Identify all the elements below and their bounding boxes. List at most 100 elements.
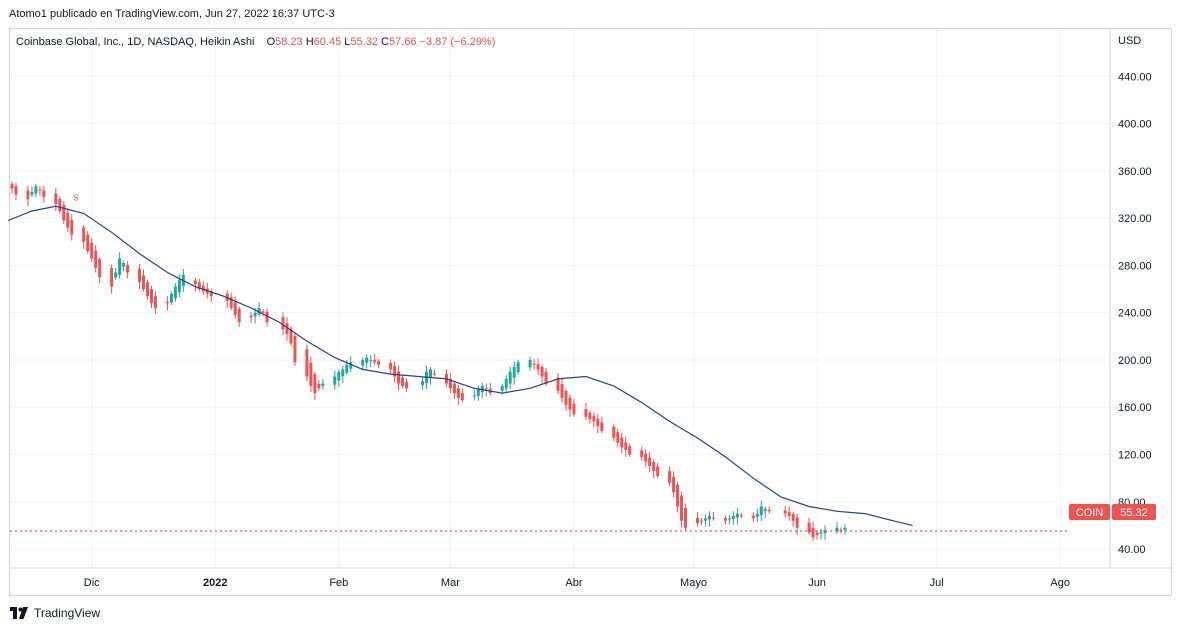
- candle-body: [699, 520, 703, 522]
- candle-body: [596, 418, 600, 427]
- candle-body: [628, 446, 632, 455]
- legend-low-value: 55.32: [350, 36, 378, 48]
- candle-body: [397, 371, 401, 384]
- y-tick-label: 200.00: [1118, 355, 1152, 367]
- candle-body: [460, 393, 464, 401]
- candle-body: [823, 530, 827, 534]
- candle-body: [755, 513, 759, 518]
- candle-body: [193, 280, 197, 285]
- candle-body: [759, 506, 763, 516]
- candle-body: [616, 432, 620, 443]
- candle-body: [696, 517, 699, 524]
- footer-brand[interactable]: TradingView: [10, 606, 100, 620]
- candle-body: [676, 484, 680, 507]
- candle-body: [146, 282, 149, 297]
- candle-body: [401, 377, 405, 386]
- ticker-badge: COIN: [1069, 504, 1110, 520]
- candle-body: [612, 426, 616, 438]
- candle-body: [819, 532, 823, 534]
- tradingview-logo-icon: [10, 607, 28, 619]
- candle-body: [169, 293, 173, 303]
- candle-body: [321, 383, 325, 387]
- candle-body: [377, 361, 381, 365]
- candle-body: [90, 242, 94, 259]
- candle-body: [369, 359, 373, 361]
- candle-body: [620, 437, 624, 448]
- candle-body: [815, 532, 819, 535]
- candle-body: [313, 374, 317, 394]
- last-price-badge-label: 55.32: [1120, 507, 1148, 519]
- candle-body: [787, 512, 791, 516]
- last-price-badge: 55.32: [1112, 504, 1156, 520]
- candle-body: [209, 291, 213, 297]
- candle-body: [795, 517, 799, 528]
- candle-body: [648, 457, 652, 467]
- candle-body: [58, 198, 62, 212]
- candle-body: [261, 311, 265, 313]
- candle-body: [421, 381, 424, 386]
- candle-body: [389, 362, 393, 370]
- price-axis[interactable]: USD 40.0080.00120.00160.00200.00240.0028…: [1118, 35, 1152, 556]
- candle-body: [588, 412, 592, 420]
- y-tick-label: 400.00: [1118, 119, 1152, 131]
- candle-body: [556, 377, 560, 391]
- x-tick-label: Mar: [441, 577, 460, 589]
- candle-body: [731, 515, 735, 519]
- y-tick-label: 440.00: [1118, 71, 1152, 83]
- candle-body: [516, 362, 520, 373]
- candle-body: [333, 376, 337, 385]
- candle-body: [66, 212, 70, 228]
- candle-body: [476, 388, 480, 397]
- annotation-label: S: [73, 193, 78, 202]
- candle-body: [337, 371, 341, 381]
- y-tick-label: 360.00: [1118, 166, 1152, 178]
- candle-body: [560, 384, 564, 398]
- candle-body: [289, 328, 293, 344]
- candle-body: [26, 190, 30, 200]
- candle-body: [707, 515, 711, 520]
- candle-body: [345, 364, 349, 373]
- x-tick-label: Feb: [329, 577, 348, 589]
- candle-body: [257, 307, 261, 315]
- candle-body: [94, 250, 98, 268]
- candle-body: [532, 363, 536, 365]
- time-axis[interactable]: Dic 2022 Feb Mar Abr Mayo Jun Jul Ago: [84, 577, 1070, 589]
- candle-body: [14, 186, 18, 195]
- candle-body: [305, 349, 309, 377]
- candle-body: [512, 367, 516, 378]
- candle-body: [640, 450, 644, 457]
- candle-body: [229, 297, 233, 308]
- candle-body: [528, 359, 532, 368]
- annotations: S: [73, 193, 78, 202]
- legend-open-value: 58.23: [275, 36, 303, 48]
- legend-symbol: Coinbase Global, Inc., 1D, NASDAQ, Heiki…: [16, 36, 255, 48]
- candle-body: [177, 279, 181, 293]
- candle-body: [122, 263, 126, 267]
- x-tick-label: Dic: [84, 577, 100, 589]
- candle-body: [285, 323, 289, 334]
- candle-body: [652, 461, 656, 472]
- candle-body: [173, 286, 177, 299]
- candle-body: [265, 311, 269, 323]
- legend-change: −3.87 (−6.29%): [419, 36, 496, 48]
- candle-body: [153, 296, 157, 308]
- candle-body: [393, 366, 397, 377]
- candle-body: [568, 397, 572, 410]
- candle-body: [10, 183, 14, 189]
- candle-body: [668, 471, 672, 483]
- candles[interactable]: [10, 0, 908, 541]
- candle-body: [680, 495, 684, 521]
- legend-open-label: O: [266, 36, 276, 48]
- candle-body: [373, 360, 377, 363]
- x-tick-label: Mayo: [680, 577, 707, 589]
- x-tick-label: 2022: [203, 577, 227, 589]
- candle-body: [201, 285, 205, 292]
- x-tick-label: Ago: [1050, 577, 1070, 589]
- y-tick-label: 320.00: [1118, 213, 1152, 225]
- candle-body: [165, 302, 169, 304]
- y-tick-label: 40.00: [1118, 544, 1146, 556]
- candle-body: [536, 364, 540, 370]
- candle-body: [723, 518, 727, 521]
- candle-body: [405, 381, 409, 389]
